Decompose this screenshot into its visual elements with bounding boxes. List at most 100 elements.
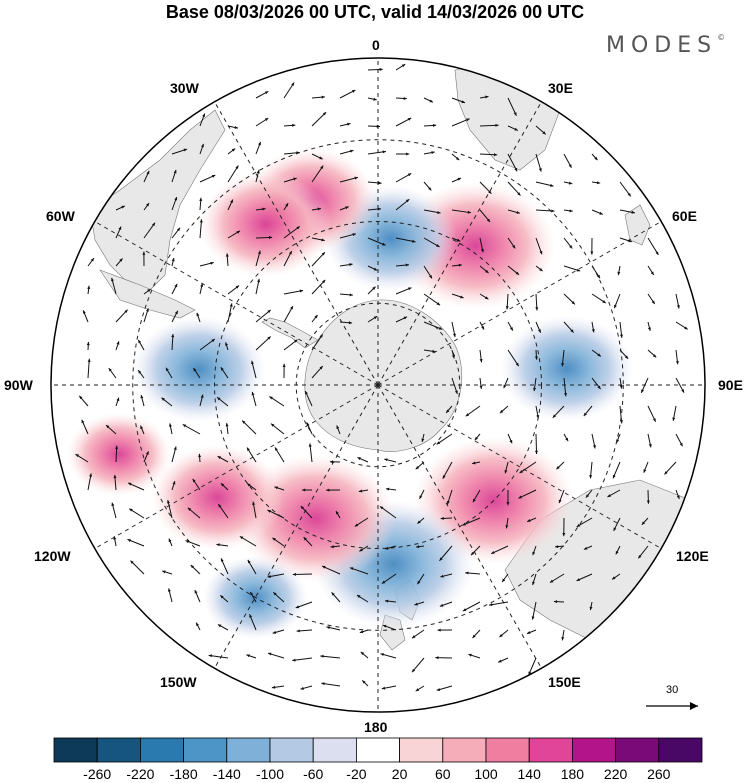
wind-vector-head <box>672 417 676 421</box>
lon-label-90e: 90E <box>718 377 743 393</box>
wind-vector-head <box>267 574 271 578</box>
wind-vector-head <box>267 509 271 513</box>
wind-vector <box>451 209 472 214</box>
wind-vector <box>519 461 537 474</box>
wind-vector-head <box>576 523 581 527</box>
colorbar-tick-label: 140 <box>518 766 542 782</box>
wind-vector-head <box>381 686 386 690</box>
wind-vector-head <box>643 469 647 473</box>
wind-vector-head <box>268 235 273 239</box>
wind-vector-head <box>596 181 601 185</box>
wind-vector-head <box>429 99 433 103</box>
wind-vector-head <box>162 570 166 574</box>
wind-vector-head <box>292 572 297 576</box>
wind-vector-head <box>294 339 298 343</box>
wind-vector-head <box>552 414 557 418</box>
wind-vector-head <box>166 500 170 504</box>
wind-vector-head <box>505 525 509 529</box>
wind-vector-head <box>612 576 616 580</box>
wind-vector-head <box>619 420 623 424</box>
wind-vector-head <box>485 95 489 99</box>
wind-vector-head <box>505 306 509 310</box>
colorbar-box-5 <box>269 737 314 763</box>
wind-vector-head <box>472 498 476 503</box>
wind-vectors <box>75 63 688 692</box>
wind-vector-head <box>382 150 386 154</box>
wind-vector-head <box>561 363 565 367</box>
wind-vector-head <box>589 606 593 611</box>
wind-vector-head <box>252 501 256 505</box>
wind-vector-head <box>571 301 575 305</box>
wind-vector-head <box>174 196 178 201</box>
wind-vector-head <box>217 397 221 401</box>
wind-vector-head <box>489 603 493 607</box>
wind-vector-head <box>407 117 412 121</box>
wind-vector-head <box>360 651 365 656</box>
wind-vector-head <box>267 336 271 340</box>
wind-vector-head <box>314 314 318 319</box>
meridian-30 <box>377 101 542 386</box>
wind-vector-head <box>650 271 654 276</box>
wind-vector-head <box>480 248 484 253</box>
wind-vector-head <box>597 385 601 390</box>
wind-vector-head <box>305 391 308 395</box>
wind-vector-head <box>373 97 377 101</box>
wind-vector-head <box>113 536 117 540</box>
wind-vector-head <box>519 470 524 474</box>
wind-vector-head <box>684 326 688 330</box>
wind-vector-head <box>291 82 295 86</box>
colorbar-tick-label: 220 <box>604 766 628 782</box>
wind-vector-head <box>282 363 286 367</box>
wind-vector-head <box>474 436 479 441</box>
wind-vector-head <box>220 595 224 599</box>
wind-vector-head <box>358 489 363 493</box>
wind-vector-head <box>406 152 410 156</box>
wind-vector-head <box>295 605 300 609</box>
wind-vector-head <box>147 289 151 293</box>
lon-label-90w: 90W <box>4 377 33 393</box>
wind-vector-head <box>385 487 390 491</box>
wind-vector-head <box>481 326 485 330</box>
wind-vector-head <box>354 523 359 527</box>
wind-vector-head <box>514 167 518 172</box>
wind-vector-head <box>446 500 450 505</box>
south-america <box>89 109 226 291</box>
wind-vector-head <box>138 370 142 374</box>
wind-vector-head <box>499 633 503 638</box>
wind-vector-head <box>617 271 621 276</box>
map-border <box>50 57 706 713</box>
vector-scale-arrow <box>646 702 698 710</box>
wind-vector <box>367 237 386 246</box>
wind-vector-head <box>614 304 617 309</box>
wind-vector-head <box>217 456 222 460</box>
wind-vector-head <box>250 360 254 365</box>
wind-vector-head <box>627 192 631 197</box>
wind-vector-head <box>216 543 220 547</box>
lon-label-60e: 60E <box>672 208 697 224</box>
vector-scale-label: 30 <box>666 684 679 696</box>
wind-vector-head <box>407 173 412 177</box>
wind-vector-head <box>274 486 278 490</box>
wind-vector-head <box>352 233 356 237</box>
wind-vector-head <box>329 460 334 464</box>
lon-label-60w: 60W <box>46 208 75 224</box>
wind-vector-head <box>321 279 326 284</box>
wind-vector-head <box>246 654 250 658</box>
wind-vector-head <box>446 409 450 413</box>
wind-vector-head <box>231 148 236 152</box>
wind-vector-head <box>585 494 590 498</box>
wind-vector-head <box>589 475 593 479</box>
wind-vector-head <box>592 445 596 449</box>
wind-vector <box>320 655 341 659</box>
wind-vector-head <box>465 571 469 575</box>
wind-vector-head <box>190 564 195 569</box>
wind-vector-head <box>250 591 254 596</box>
wind-vector-head <box>349 263 353 267</box>
wind-vector <box>255 309 272 323</box>
wind-vector <box>182 423 201 435</box>
wind-vector-head <box>516 210 520 214</box>
wind-vector-head <box>558 499 562 504</box>
wind-vector-head <box>321 682 325 686</box>
wind-vector-head <box>602 300 606 304</box>
wind-vector-head <box>351 90 356 93</box>
